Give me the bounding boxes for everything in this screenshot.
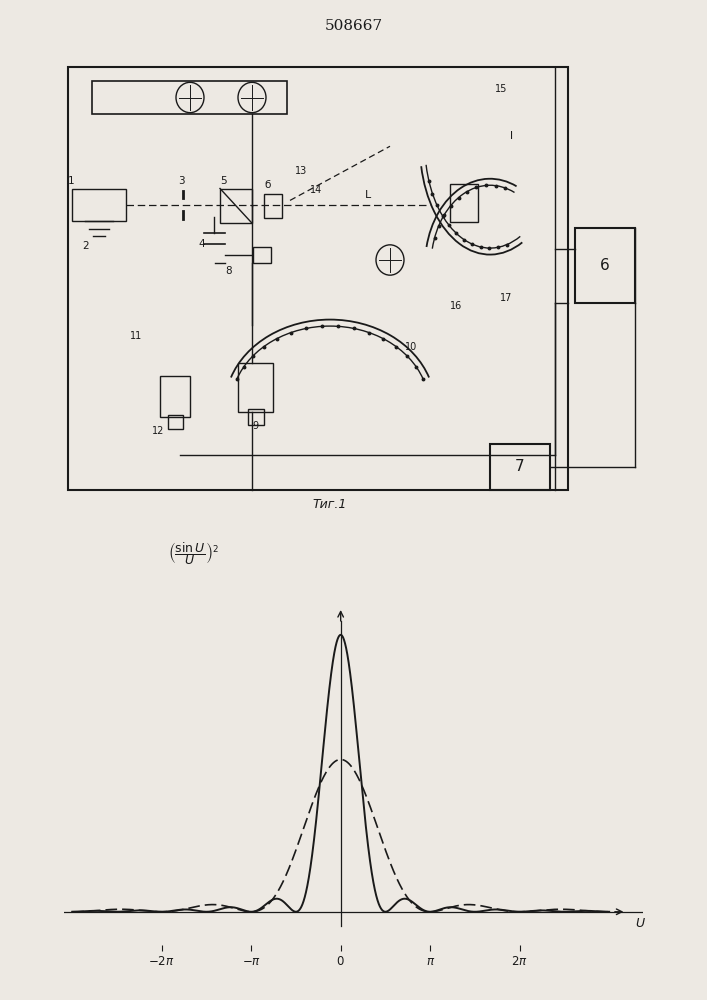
Text: 7: 7 (515, 459, 525, 474)
Bar (248, 410, 264, 425)
Bar (238, 363, 273, 412)
Text: 5: 5 (220, 176, 227, 186)
Text: $\left(\dfrac{\sin U}{U}\right)^2$: $\left(\dfrac{\sin U}{U}\right)^2$ (168, 540, 219, 567)
Text: 15: 15 (495, 84, 508, 94)
Text: 12: 12 (152, 426, 164, 436)
Text: 6: 6 (600, 258, 610, 273)
Bar (72, 188, 126, 221)
Text: $U$: $U$ (635, 917, 645, 930)
Bar (450, 184, 478, 222)
Text: 13: 13 (295, 165, 308, 176)
Bar (220, 189, 252, 223)
Text: 16: 16 (450, 301, 462, 311)
Bar (68, 67, 568, 490)
Bar (168, 415, 183, 429)
Text: 3: 3 (178, 176, 185, 186)
Text: 11: 11 (130, 331, 142, 341)
Text: 17: 17 (500, 293, 513, 303)
Text: б: б (264, 180, 270, 190)
Bar (490, 444, 550, 490)
Bar (575, 228, 635, 303)
Text: 2: 2 (82, 241, 88, 251)
Text: Τиг.1: Τиг.1 (312, 498, 347, 511)
Text: 10: 10 (405, 342, 417, 352)
Bar (264, 194, 282, 218)
Text: 1: 1 (68, 176, 75, 186)
Text: 9: 9 (252, 421, 258, 431)
Bar (160, 376, 190, 417)
Text: 508667: 508667 (325, 19, 382, 33)
Text: 8: 8 (225, 266, 232, 276)
Text: L: L (365, 190, 371, 200)
Text: l: l (510, 131, 513, 141)
Bar (92, 81, 287, 114)
Bar (253, 247, 271, 263)
Text: 4: 4 (198, 239, 204, 249)
Text: 14: 14 (310, 185, 322, 195)
